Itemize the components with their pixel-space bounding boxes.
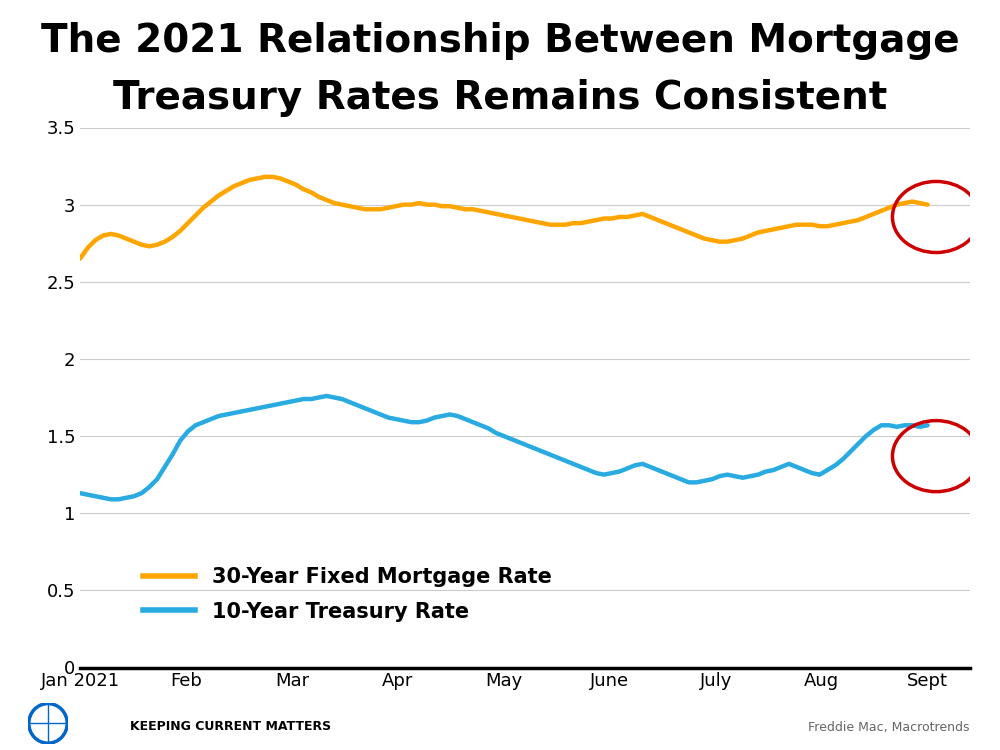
Legend: 30-Year Fixed Mortgage Rate, 10-Year Treasury Rate: 30-Year Fixed Mortgage Rate, 10-Year Tre… bbox=[135, 559, 560, 630]
Text: KEEPING CURRENT MATTERS: KEEPING CURRENT MATTERS bbox=[130, 721, 331, 734]
Text: Freddie Mac, Macrotrends: Freddie Mac, Macrotrends bbox=[808, 721, 970, 734]
Text: Treasury Rates Remains Consistent: Treasury Rates Remains Consistent bbox=[113, 79, 887, 117]
Text: The 2021 Relationship Between Mortgage: The 2021 Relationship Between Mortgage bbox=[41, 22, 959, 61]
